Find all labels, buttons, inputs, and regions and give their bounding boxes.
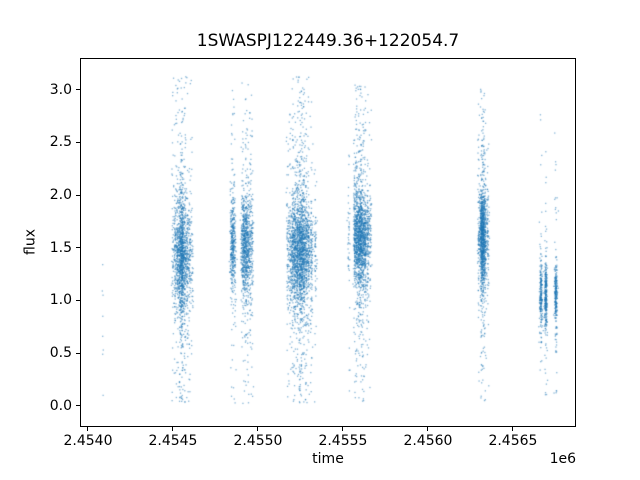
y-tick-label: 1.5 xyxy=(49,239,72,256)
y-tick-mark xyxy=(76,194,80,196)
y-tick-mark xyxy=(76,405,80,407)
y-tick-label: 1.0 xyxy=(49,292,72,309)
x-tick-mark xyxy=(172,427,174,431)
y-tick-mark xyxy=(76,299,80,301)
x-tick-label: 2.4565 xyxy=(488,433,538,449)
x-tick-mark xyxy=(427,427,429,431)
y-tick-mark xyxy=(76,89,80,91)
plot-area xyxy=(80,58,576,427)
scatter-points-canvas xyxy=(81,59,575,426)
x-tick-mark xyxy=(87,427,89,431)
x-tick-label: 2.4545 xyxy=(148,433,198,449)
y-tick-mark xyxy=(76,352,80,354)
x-tick-label: 2.4555 xyxy=(318,433,368,449)
x-tick-label: 2.4560 xyxy=(403,433,453,449)
y-tick-label: 2.0 xyxy=(49,187,72,204)
y-tick-mark xyxy=(76,141,80,143)
x-tick-mark xyxy=(512,427,514,431)
y-tick-label: 2.5 xyxy=(49,134,72,151)
y-tick-label: 0.5 xyxy=(49,345,72,362)
x-tick-label: 2.4550 xyxy=(233,433,283,449)
x-tick-label: 2.4540 xyxy=(63,433,113,449)
y-tick-label: 3.0 xyxy=(49,81,72,98)
x-tick-mark xyxy=(342,427,344,431)
x-tick-mark xyxy=(257,427,259,431)
x-axis-label: time xyxy=(312,451,344,467)
y-tick-mark xyxy=(76,247,80,249)
chart-title: 1SWASPJ122449.36+122054.7 xyxy=(196,31,460,51)
x-axis-offset-label: 1e6 xyxy=(549,451,576,467)
y-tick-label: 0.0 xyxy=(49,397,72,414)
y-axis-label: flux xyxy=(22,229,39,255)
